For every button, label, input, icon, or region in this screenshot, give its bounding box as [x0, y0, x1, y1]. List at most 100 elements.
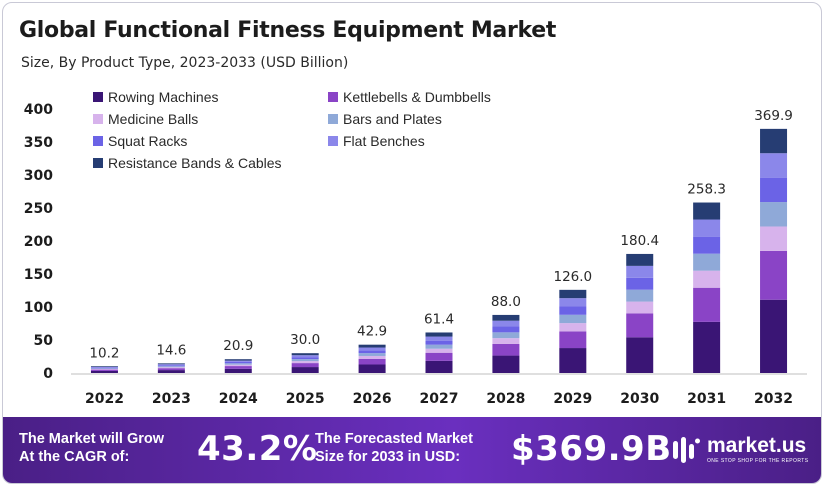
bar-segment-0	[626, 337, 654, 373]
bar-total-label: 369.9	[754, 108, 793, 124]
legend-label: Medicine Balls	[108, 111, 198, 127]
chart-title: Global Functional Fitness Equipment Mark…	[19, 18, 557, 43]
bar-segment-0	[693, 321, 721, 373]
bar-segment-4	[760, 177, 788, 203]
bar-segment-4	[224, 361, 252, 364]
legend-label: Bars and Plates	[343, 111, 442, 127]
bar-segment-1	[559, 331, 587, 349]
bar-segment-1	[693, 287, 721, 322]
bar-segment-3	[157, 366, 185, 368]
legend-swatch	[93, 114, 103, 124]
bar-segment-6	[626, 253, 654, 266]
bar-segment-1	[157, 368, 185, 371]
bar-segment-4	[492, 326, 520, 333]
bar-segment-5	[626, 265, 654, 278]
bar-segment-0	[358, 364, 386, 373]
bar-total-label: 61.4	[424, 311, 454, 327]
bar-segment-6	[358, 344, 386, 348]
y-tick-label: 0	[43, 366, 53, 382]
bar-segment-3	[425, 344, 453, 349]
bar-total-label: 14.6	[156, 342, 186, 358]
y-tick-label: 400	[24, 102, 53, 118]
cagr-value: 43.2%	[197, 429, 318, 469]
bar-segment-1	[626, 313, 654, 338]
bar-segment-2	[157, 367, 185, 369]
bar-segment-5	[224, 360, 252, 362]
legend-swatch	[93, 158, 103, 168]
bar-segment-6	[291, 353, 319, 356]
forecast-caption-line1: The Forecasted Market	[315, 431, 473, 447]
y-tick-label: 150	[24, 267, 53, 283]
legend-swatch	[328, 92, 338, 102]
bar-total-label: 20.9	[223, 338, 253, 354]
brand-name: market.us	[707, 434, 807, 457]
bar-segment-0	[90, 370, 118, 373]
bar-segment-2	[291, 361, 319, 364]
bar-segment-0	[224, 368, 252, 373]
x-tick-label: 2030	[620, 391, 659, 407]
y-tick-label: 100	[24, 300, 53, 316]
bar-segment-2	[90, 368, 118, 370]
legend-label: Flat Benches	[343, 133, 425, 149]
bar-total-label: 180.4	[620, 233, 659, 249]
y-tick-label: 200	[24, 234, 53, 250]
bar-segment-2	[693, 270, 721, 288]
brand-logo[interactable]: market.us ONE STOP SHOP FOR THE REPORTS	[671, 433, 821, 469]
bar-segment-5	[693, 219, 721, 237]
y-tick-label: 250	[24, 201, 53, 217]
bar-segment-3	[492, 332, 520, 339]
bar-segment-4	[157, 365, 185, 367]
bar-segment-4	[291, 357, 319, 360]
brand-tagline: ONE STOP SHOP FOR THE REPORTS	[707, 458, 809, 464]
bar-segment-5	[358, 347, 386, 351]
bar-segment-3	[559, 314, 587, 324]
bar-segment-2	[559, 323, 587, 332]
bar-segment-3	[90, 368, 118, 369]
bar-segment-4	[358, 350, 386, 354]
bar-segment-5	[559, 298, 587, 307]
cagr-caption-line1: The Market will Grow	[19, 431, 165, 447]
bar-total-label: 88.0	[491, 294, 521, 310]
bar-segment-2	[425, 348, 453, 353]
cagr-caption-line2: At the CAGR of:	[19, 449, 130, 465]
bar-segment-5	[90, 366, 118, 368]
x-tick-label: 2025	[286, 391, 325, 407]
bar-segment-0	[425, 360, 453, 373]
legend-swatch	[328, 114, 338, 124]
x-tick-label: 2031	[687, 391, 726, 407]
bar-segment-3	[626, 289, 654, 302]
bar-total-label: 258.3	[687, 182, 726, 198]
bar-segment-4	[90, 367, 118, 369]
bar-segment-3	[291, 359, 319, 362]
bar-segment-6	[760, 128, 788, 154]
summary-banner: The Market will Grow At the CAGR of: 43.…	[3, 417, 821, 483]
bar-segment-1	[358, 358, 386, 365]
market-us-logo-icon	[673, 437, 700, 463]
bar-segment-4	[425, 340, 453, 345]
bar-segment-1	[492, 343, 520, 356]
bar-segment-4	[626, 277, 654, 290]
x-tick-label: 2027	[420, 391, 459, 407]
bar-segment-4	[693, 236, 721, 254]
legend-swatch	[93, 92, 103, 102]
y-tick-label: 50	[34, 333, 54, 349]
bar-segment-0	[157, 370, 185, 373]
legend-label: Squat Racks	[108, 133, 187, 149]
cagr-caption: The Market will Grow At the CAGR of:	[19, 430, 164, 466]
bar-segment-1	[291, 363, 319, 368]
bar-segment-6	[492, 314, 520, 321]
bar-segment-6	[693, 202, 721, 220]
bar-segment-6	[90, 366, 118, 367]
bar-segment-5	[425, 336, 453, 341]
bar-segment-1	[224, 366, 252, 369]
x-tick-label: 2022	[85, 391, 124, 407]
bar-segment-1	[760, 250, 788, 300]
forecast-caption-line2: Size for 2033 in USD:	[315, 449, 461, 465]
bar-segment-2	[224, 364, 252, 367]
x-tick-label: 2032	[754, 391, 793, 407]
legend-swatch	[93, 136, 103, 146]
bar-segment-3	[693, 253, 721, 271]
forecast-caption: The Forecasted Market Size for 2033 in U…	[315, 430, 473, 466]
bar-segment-0	[559, 348, 587, 373]
